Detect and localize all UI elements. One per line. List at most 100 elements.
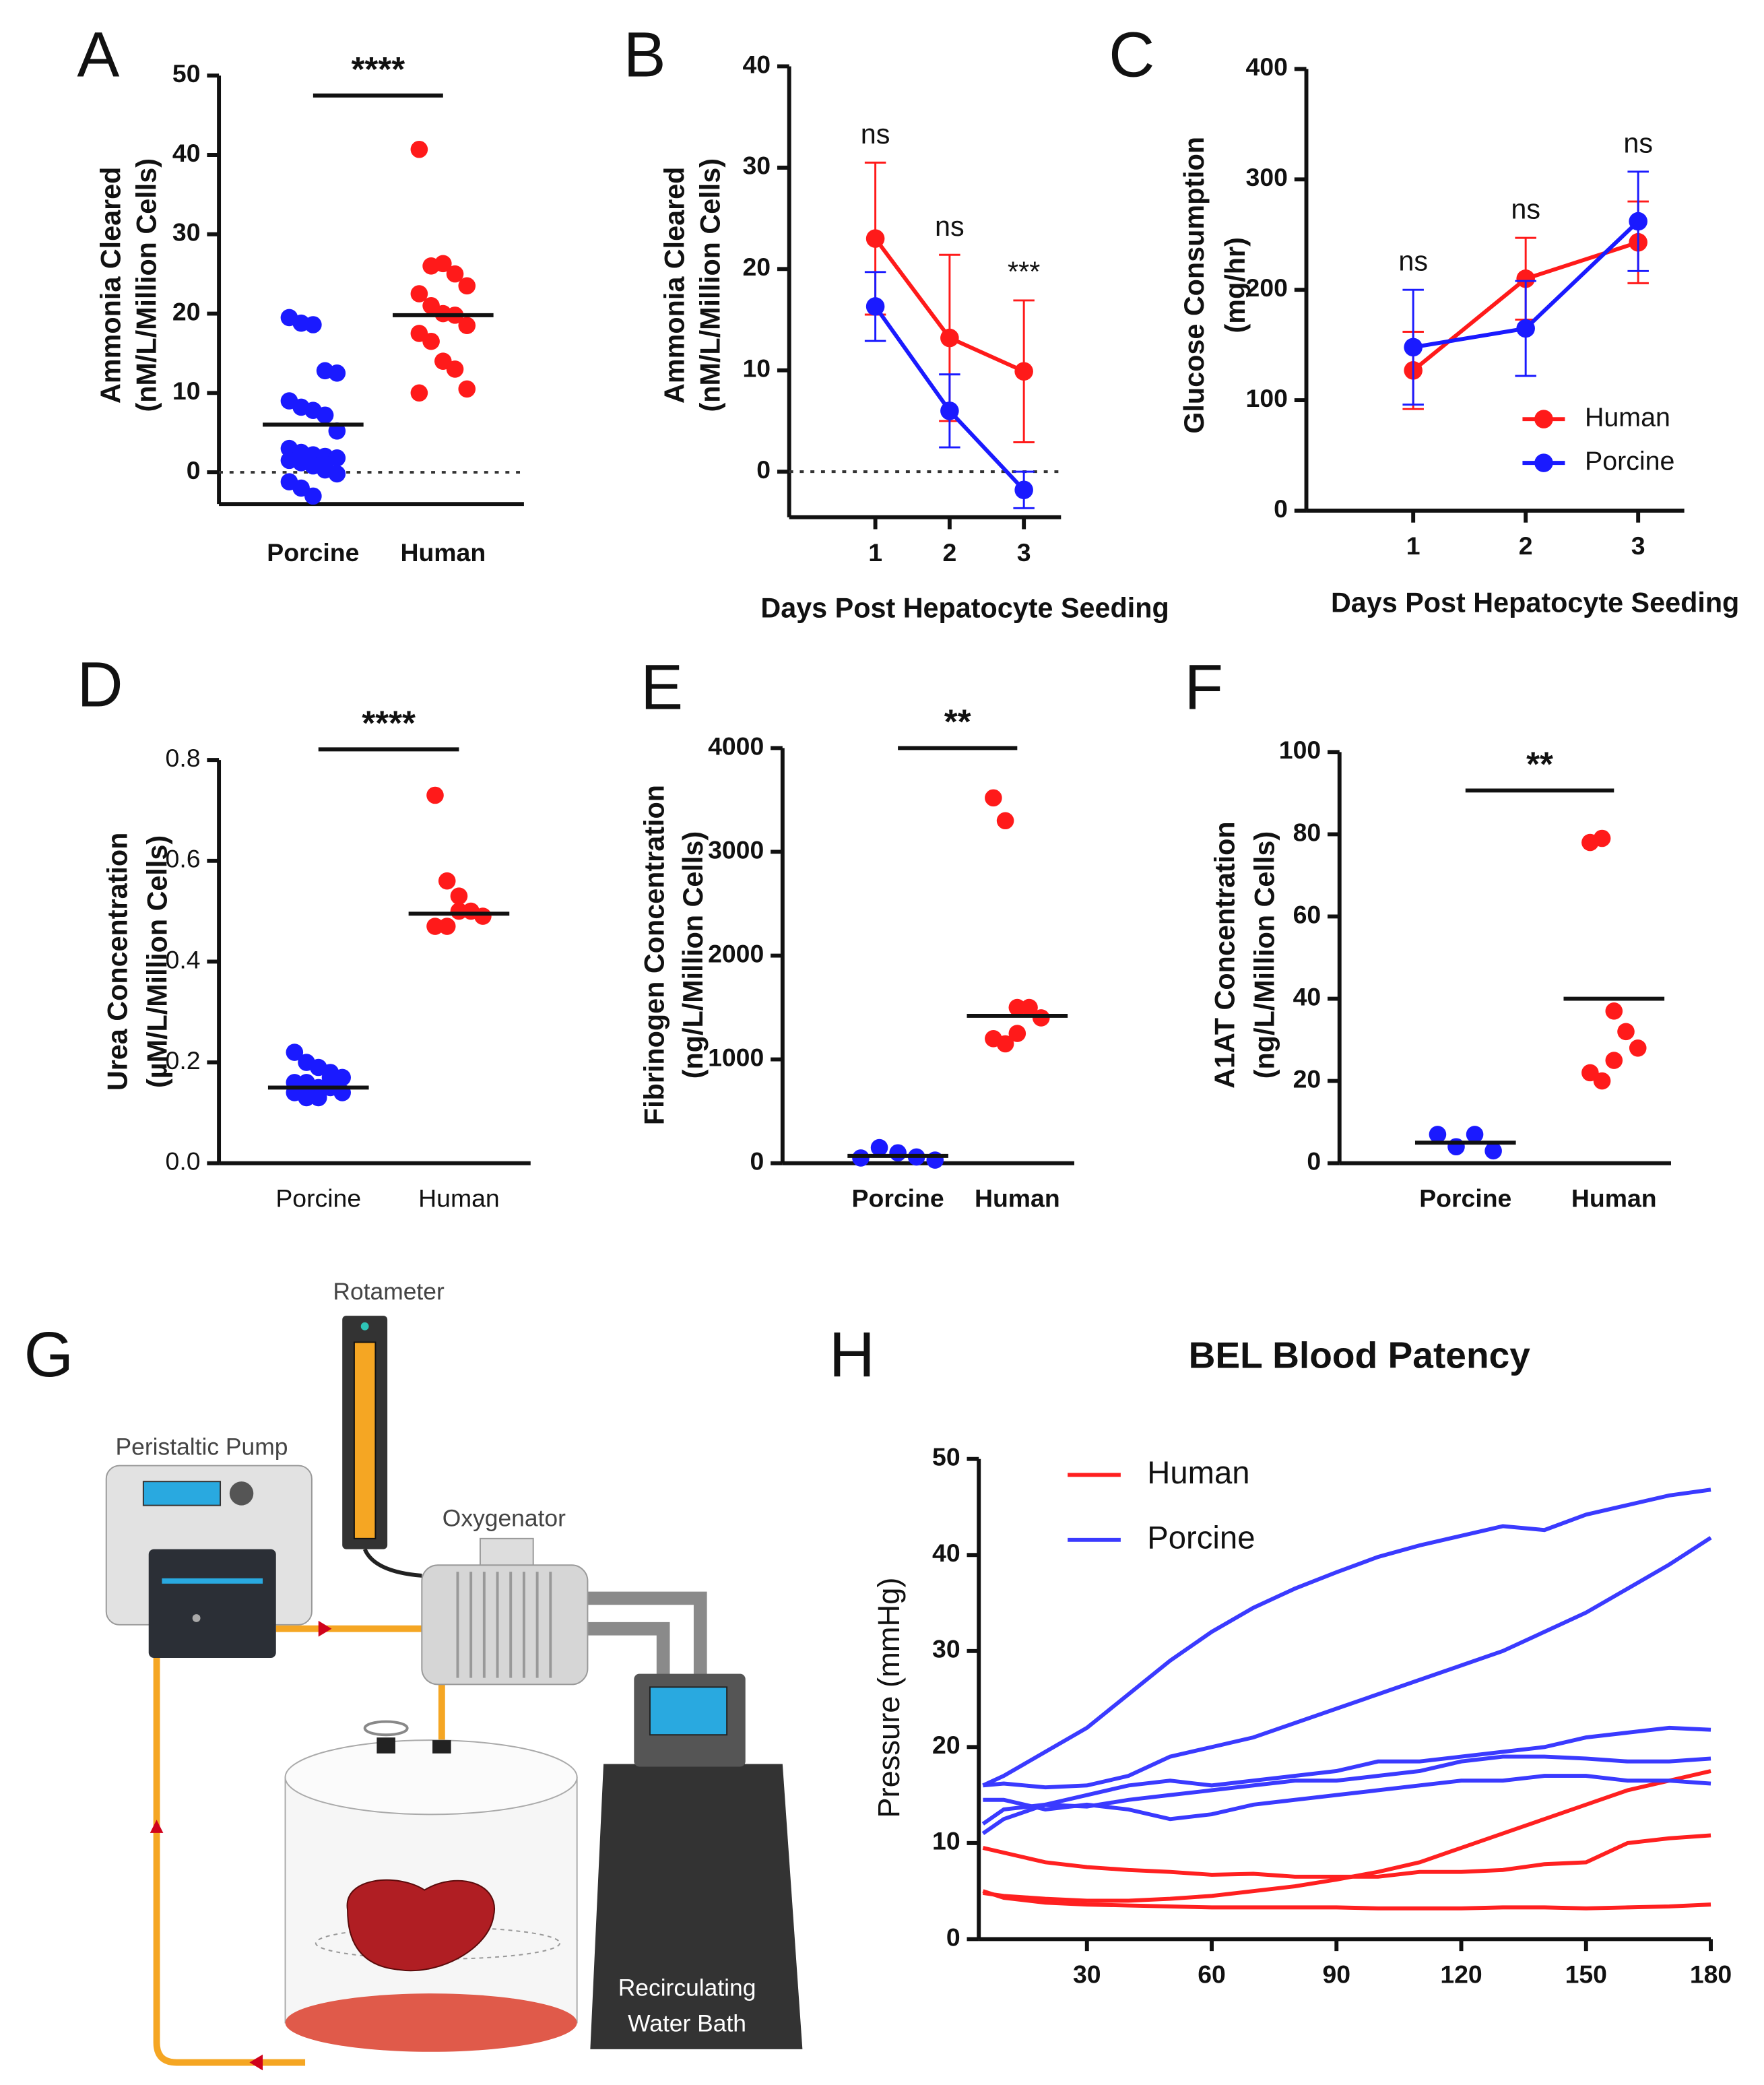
x-tick-label: 2 [1519, 532, 1533, 560]
data-point [333, 1068, 351, 1087]
data-point [458, 277, 476, 295]
y-axis-label: (nM/L/Million Cells) [694, 158, 725, 412]
data-point [328, 422, 346, 440]
data-point [996, 812, 1014, 830]
data-point [1008, 998, 1026, 1017]
data-point [1032, 1009, 1050, 1027]
data-point [1484, 1142, 1502, 1160]
valve [363, 1720, 409, 1737]
x-tick-label: 180 [1690, 1960, 1732, 1988]
data-point [1516, 319, 1535, 338]
pump-head [148, 1549, 276, 1659]
y-tick-label: 3000 [708, 835, 764, 864]
rotameter-label: Rotameter [333, 1278, 445, 1305]
data-point [1020, 998, 1038, 1017]
annotation: ns [1398, 246, 1428, 277]
y-tick-label: 4000 [708, 732, 764, 760]
data-point [304, 316, 322, 333]
y-tick-label: 100 [1279, 736, 1321, 764]
y-tick-label: 50 [172, 59, 201, 88]
data-point [940, 402, 959, 420]
data-point [1466, 1126, 1484, 1143]
data-point [422, 332, 440, 350]
panel-letter: C [1109, 20, 1154, 91]
series-line [982, 1833, 1711, 1879]
y-tick-label: 20 [1293, 1064, 1321, 1093]
oxygenator-cap [479, 1537, 534, 1569]
significance-label: ** [944, 702, 971, 740]
data-point [1008, 1025, 1026, 1042]
legend-label: Porcine [1147, 1520, 1255, 1555]
data-point [328, 364, 346, 382]
y-tick-label: 0.2 [166, 1046, 201, 1074]
x-tick-label: 30 [1073, 1960, 1101, 1988]
y-tick-label: 10 [743, 354, 771, 383]
x-tick-label: Human [975, 1184, 1060, 1213]
y-axis-label: (ng/L/Million Cells) [1249, 831, 1280, 1079]
data-point [410, 384, 428, 402]
data-point [316, 406, 334, 424]
data-point [458, 380, 476, 398]
bath-screen [649, 1686, 728, 1736]
data-point [450, 887, 468, 905]
bath-label: Recirculating [618, 1975, 756, 2001]
water-bath [590, 1764, 803, 2049]
y-tick-label: 50 [932, 1443, 960, 1471]
y-tick-label: 1000 [708, 1043, 764, 1071]
annotation: ns [935, 211, 965, 242]
data-point [1429, 1126, 1447, 1143]
x-tick-label: Human [418, 1184, 500, 1213]
pump-screw [192, 1614, 201, 1622]
y-tick-label: 10 [172, 377, 201, 405]
annotation: ns [1511, 194, 1540, 225]
panel-letter: H [829, 1319, 875, 1390]
data-point [450, 902, 468, 920]
y-tick-label: 200 [1246, 274, 1288, 302]
y-axis-label: (mg/hr) [1220, 237, 1251, 333]
data-point [426, 918, 444, 935]
port [377, 1737, 395, 1754]
x-tick-label: Porcine [267, 538, 359, 567]
y-axis-label: A1AT Concentration [1209, 821, 1240, 1088]
y-tick-label: 0 [1274, 494, 1288, 523]
data-point [458, 317, 476, 334]
series-line [982, 1487, 1711, 1788]
y-tick-label: 40 [743, 50, 771, 78]
x-tick-label: Porcine [275, 1184, 361, 1213]
series-line [982, 1889, 1711, 1911]
panel-letter: F [1184, 652, 1223, 724]
y-axis-label: Urea Concentration [102, 833, 133, 1091]
data-point [321, 1068, 339, 1087]
data-point [286, 1044, 304, 1061]
oxygenator-fiber [456, 1572, 552, 1678]
x-tick-label: 150 [1565, 1960, 1607, 1988]
y-tick-label: 2000 [708, 939, 764, 967]
y-tick-label: 0.8 [166, 744, 201, 772]
rotameter-dot [360, 1322, 369, 1330]
series-line [983, 1536, 1712, 1790]
y-tick-label: 400 [1246, 53, 1288, 81]
panel-letter: A [77, 20, 119, 91]
data-point [434, 255, 452, 273]
y-tick-label: 300 [1246, 163, 1288, 191]
significance-label: **** [362, 703, 416, 742]
x-tick-label: 2 [942, 538, 956, 567]
kidney [346, 1879, 496, 1972]
x-tick-label: Porcine [1419, 1184, 1511, 1213]
data-point [1516, 269, 1535, 288]
y-tick-label: 0 [946, 1923, 960, 1951]
data-point [1593, 829, 1611, 847]
pump-stripe [162, 1578, 263, 1584]
y-tick-label: 40 [932, 1539, 960, 1567]
rotameter-tube [353, 1341, 377, 1539]
data-point [446, 265, 464, 283]
y-tick-label: 0 [750, 1147, 764, 1176]
y-tick-label: 40 [172, 139, 201, 167]
panel-letter: G [24, 1319, 74, 1390]
legend-label: Human [1585, 403, 1670, 432]
oxygenator-label: Oxygenator [443, 1505, 566, 1532]
x-tick-label: 1 [1406, 532, 1420, 560]
series-line [983, 1774, 1711, 1822]
annotation: ns [1623, 127, 1653, 158]
panel-letter: D [77, 649, 123, 721]
